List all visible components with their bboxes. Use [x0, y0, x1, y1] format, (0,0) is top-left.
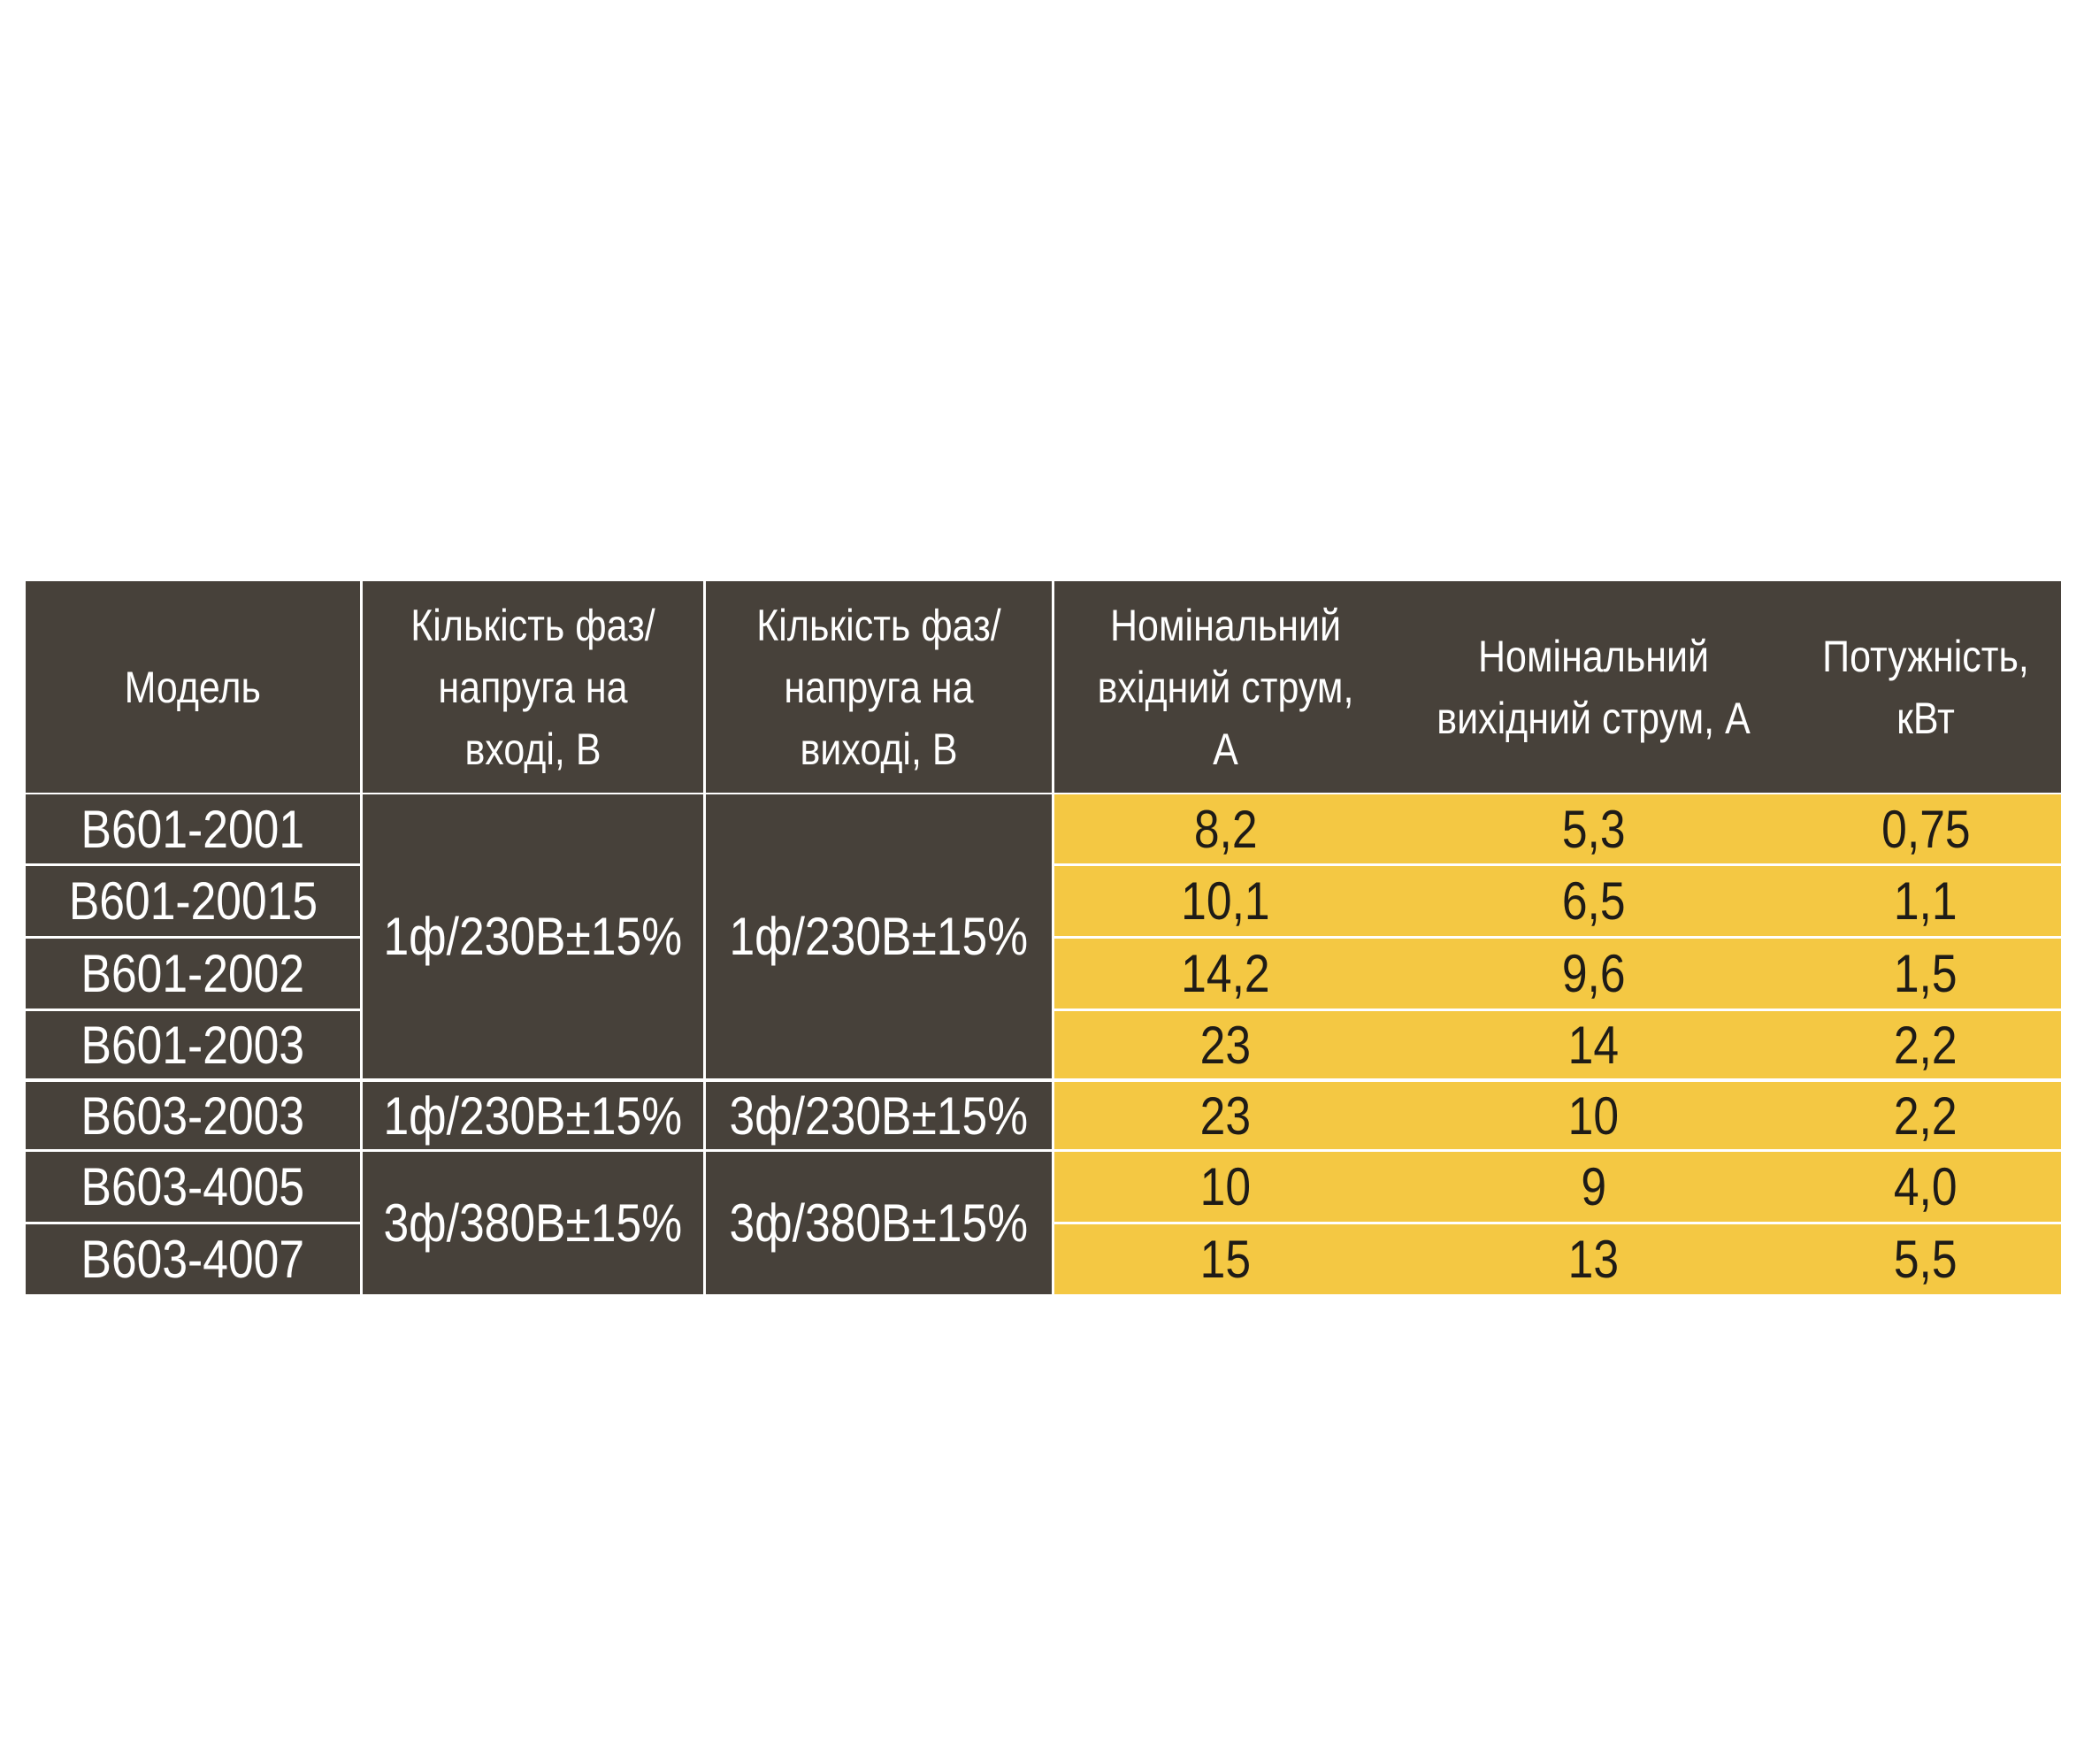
value-cell: 5,5: [1790, 1224, 2061, 1294]
cell-text: 15: [1199, 1230, 1252, 1289]
input-cell: 1ф/230В±15%: [363, 1082, 703, 1149]
input-cell: 3ф/380В±15%: [363, 1152, 703, 1294]
cell-text: 9: [1581, 1157, 1606, 1216]
value-cell: 1,1: [1790, 866, 2061, 936]
header-cell: Кількість фаз/напруга на виході, В: [706, 581, 1052, 793]
output-cell: 1ф/230В±15%: [706, 794, 1052, 1078]
value-cell: 0,75: [1790, 794, 2061, 863]
value-cell: 10,1: [1054, 866, 1397, 936]
row-bg: [1054, 1152, 2061, 1222]
cell-text: 1,1: [1894, 871, 1958, 931]
model-cell: В603-2003: [26, 1082, 360, 1149]
cell-text: 3ф/380В±15%: [729, 1193, 1029, 1253]
cell-text: В603-2003: [80, 1085, 305, 1146]
value-cell: 14,2: [1054, 939, 1397, 1009]
cell-text: 1ф/230В±15%: [383, 907, 683, 966]
cell-text: Потужність, кВт: [1822, 631, 2029, 743]
row-bg: [1054, 866, 2061, 936]
header-cell: Модель: [26, 581, 360, 793]
value-cell: 2,2: [1790, 1082, 2061, 1149]
value-cell: 5,3: [1397, 794, 1790, 863]
header-cell: Номінальний вхідний струм, А: [1054, 581, 1397, 793]
cell-text: 6,5: [1561, 871, 1626, 931]
value-cell: 23: [1054, 1011, 1397, 1078]
value-cell: 9,6: [1397, 939, 1790, 1009]
cell-text: 2,2: [1894, 1015, 1958, 1075]
row-bg: [1054, 939, 2061, 1009]
cell-text: 14: [1567, 1015, 1620, 1075]
value-cell: 14: [1397, 1011, 1790, 1078]
value-cell: 9: [1397, 1152, 1790, 1222]
cell-text: 8,2: [1193, 799, 1258, 859]
header-cell: Номінальний вихідний струм, А: [1397, 581, 1790, 793]
cell-text: В603-4005: [80, 1157, 305, 1216]
value-cell: 6,5: [1397, 866, 1790, 936]
cell-text: 10: [1199, 1157, 1252, 1216]
cell-text: В601-2001: [80, 799, 305, 859]
value-cell: 10: [1054, 1152, 1397, 1222]
cell-text: 14,2: [1181, 944, 1270, 1003]
cell-text: В601-2003: [80, 1015, 305, 1075]
header-cell: Кількість фаз/напруга на вході, В: [363, 581, 703, 793]
value-cell: 13: [1397, 1224, 1790, 1294]
cell-text: 13: [1567, 1230, 1620, 1289]
cell-text: 9,6: [1561, 944, 1626, 1003]
input-cell: 1ф/230В±15%: [363, 794, 703, 1078]
row-bg: [1054, 1224, 2061, 1294]
cell-text: 5,5: [1894, 1230, 1958, 1289]
cell-text: 4,0: [1894, 1157, 1958, 1216]
output-cell: 3ф/380В±15%: [706, 1152, 1052, 1294]
value-cell: 23: [1054, 1082, 1397, 1149]
value-cell: 10: [1397, 1082, 1790, 1149]
value-cell: 2,2: [1790, 1011, 2061, 1078]
cell-text: Модель: [124, 662, 262, 712]
cell-text: Кількість фаз/напруга на вході, В: [410, 600, 655, 774]
cell-text: В603-4007: [80, 1230, 305, 1289]
cell-text: 10,1: [1181, 871, 1270, 931]
cell-text: 10: [1567, 1085, 1620, 1146]
cell-text: Кількість фаз/напруга на виході, В: [756, 600, 1001, 774]
row-bg: [1054, 794, 2061, 863]
row-bg: [1054, 1082, 2061, 1149]
value-cell: 15: [1054, 1224, 1397, 1294]
model-cell: В601-20015: [26, 866, 360, 936]
cell-text: Номінальний вихідний струм, А: [1437, 631, 1751, 743]
model-cell: В601-2001: [26, 794, 360, 863]
cell-text: 23: [1199, 1085, 1252, 1146]
model-cell: В601-2002: [26, 939, 360, 1009]
cell-text: 1,5: [1894, 944, 1958, 1003]
model-cell: В603-4007: [26, 1224, 360, 1294]
cell-text: Номінальний вхідний струм, А: [1097, 600, 1354, 774]
row-bg: [1054, 1011, 2061, 1078]
model-cell: В601-2003: [26, 1011, 360, 1078]
header-cell: Потужність, кВт: [1790, 581, 2061, 793]
output-cell: 3ф/230В±15%: [706, 1082, 1052, 1149]
cell-text: 1ф/230В±15%: [383, 1085, 683, 1146]
model-cell: В603-4005: [26, 1152, 360, 1222]
cell-text: В601-2002: [80, 944, 305, 1003]
cell-text: 2,2: [1894, 1085, 1958, 1146]
value-cell: 4,0: [1790, 1152, 2061, 1222]
cell-text: 23: [1199, 1015, 1252, 1075]
cell-text: 0,75: [1881, 799, 1971, 859]
value-cell: 8,2: [1054, 794, 1397, 863]
value-cell: 1,5: [1790, 939, 2061, 1009]
cell-text: В601-20015: [68, 871, 318, 931]
cell-text: 3ф/230В±15%: [729, 1085, 1029, 1146]
cell-text: 5,3: [1561, 799, 1626, 859]
cell-text: 3ф/380В±15%: [383, 1193, 683, 1253]
cell-text: 1ф/230В±15%: [729, 907, 1029, 966]
